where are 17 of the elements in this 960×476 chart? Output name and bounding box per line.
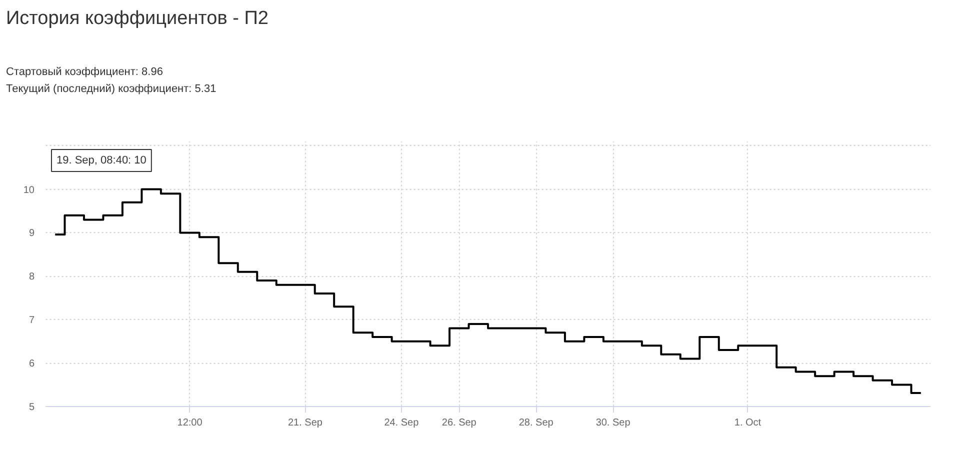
x-tick-label: 30. Sep [596, 418, 631, 428]
chart-title: История коэффициентов - П2 [6, 7, 268, 31]
x-tick-label: 21. Sep [288, 418, 323, 428]
y-tick-label: 9 [28, 228, 35, 240]
y-tick-label: 8 [28, 272, 35, 283]
x-tick-label: 12:00 [177, 418, 203, 428]
y-tick-label: 5 [28, 402, 35, 413]
x-tick-label: 1. Oct [734, 418, 762, 428]
text: Стартовый коэффициент: 8.96 [6, 66, 163, 78]
annotation: 19. Sep, 08:40: 10 [56, 154, 146, 166]
x-tick-label: 26. Sep [442, 418, 477, 428]
text: Текущий (последний) коэффициент: 5.31 [6, 83, 216, 95]
x-tick-label: 24. Sep [384, 418, 420, 428]
y-tick-label: 7 [28, 315, 35, 326]
y-tick-label: 6 [28, 358, 35, 370]
y-tick-label: 10 [23, 184, 35, 196]
x-tick-label: 28. Sep [518, 418, 554, 428]
